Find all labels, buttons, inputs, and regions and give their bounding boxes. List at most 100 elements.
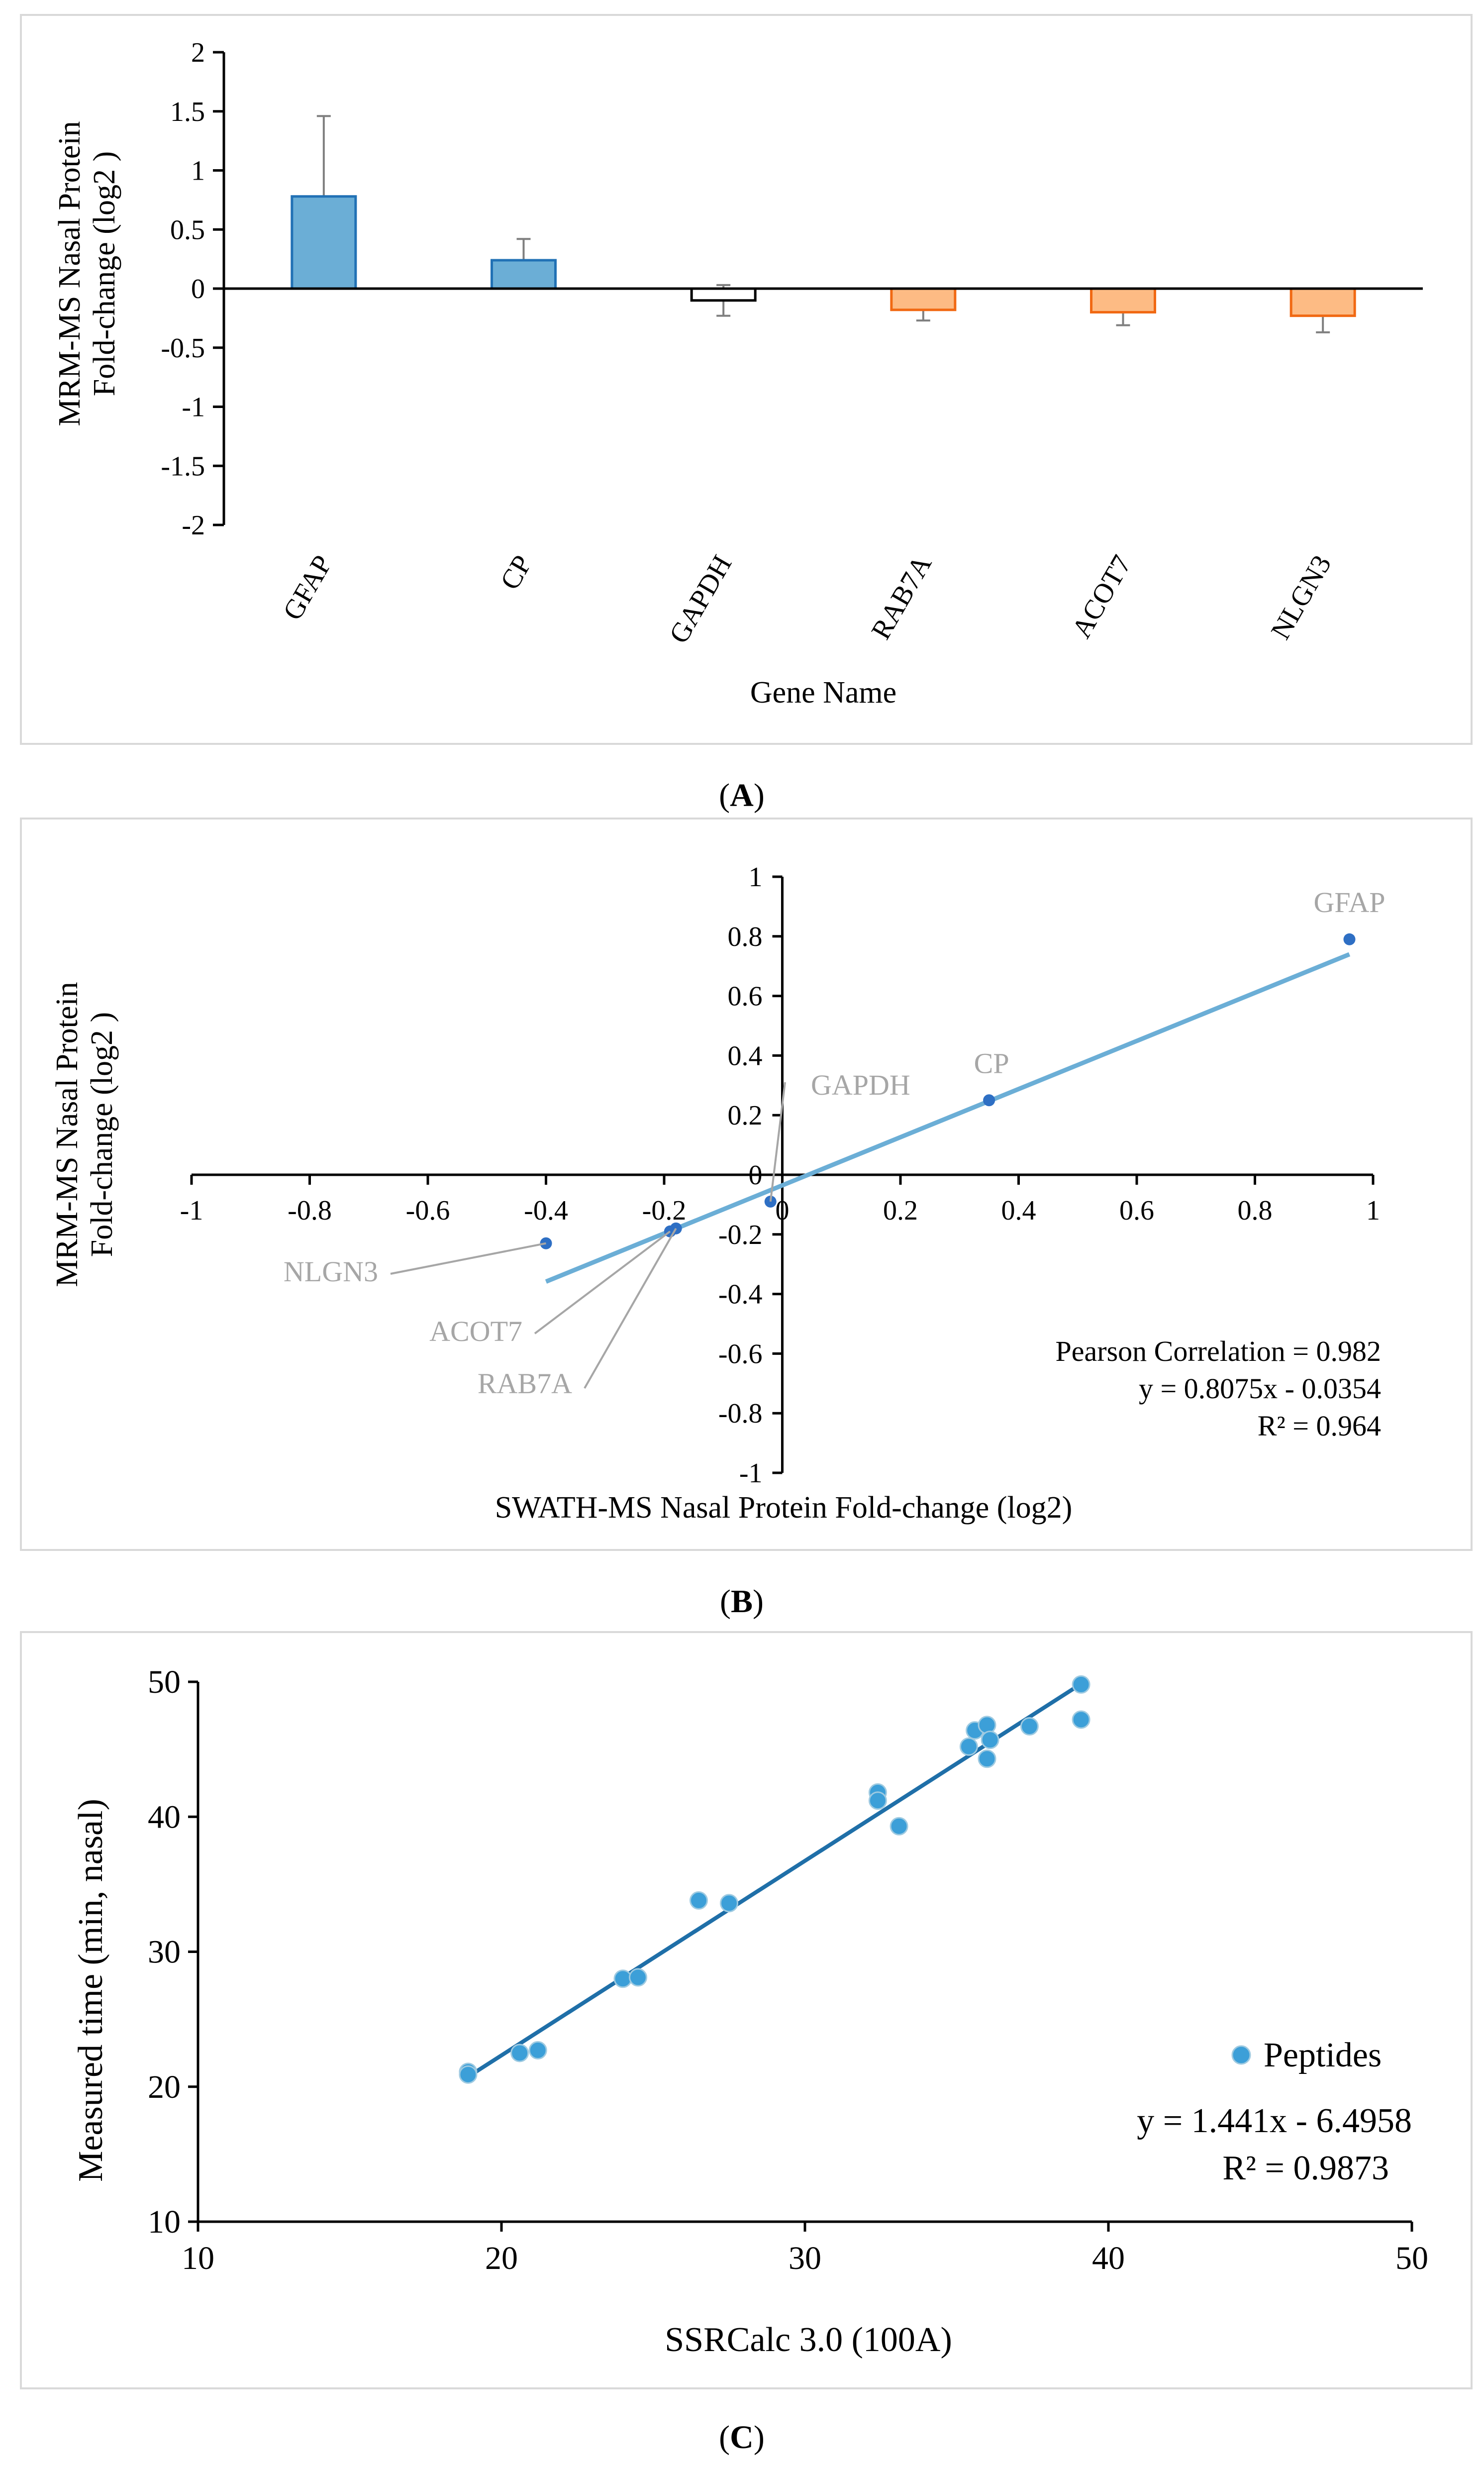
panel-b-y-tick-label: 0.2 <box>728 1100 763 1131</box>
panel-a-y-tick-label: 0.5 <box>170 214 205 245</box>
panel-b-point-gfap <box>1343 933 1356 945</box>
panel-a-bar-acot7 <box>1090 287 1156 313</box>
panel-c-point <box>890 1817 908 1836</box>
panel-c-points <box>459 1675 1090 2084</box>
panel-c-trendline <box>467 1682 1083 2079</box>
panel-b-x-tick-label: 1 <box>1366 1195 1380 1226</box>
panel-c-y-tick-label: 20 <box>148 2069 181 2105</box>
panel-b-x-tick-label: 0.6 <box>1119 1195 1154 1226</box>
panel-b-y-axis-title-line1: MRM-MS Nasal Protein <box>50 982 84 1287</box>
panel-c-label: (C) <box>719 2419 765 2456</box>
panel-b-letter: B <box>731 1583 753 1620</box>
panel-b-label: (B) <box>720 1583 764 1620</box>
panel-b-label-leader <box>584 1228 677 1389</box>
panel-b-x-tick-label: -1 <box>180 1195 203 1226</box>
panel-c-point <box>868 1791 887 1810</box>
panel-c-point <box>981 1731 999 1749</box>
panel-c-r2-annotation: R² = 0.9873 <box>1222 2149 1389 2187</box>
panel-b-y-axis-title: MRM-MS Nasal Protein Fold-change (log2 ) <box>50 982 119 1287</box>
panel-a-bar-gapdh <box>690 287 757 302</box>
panel-b-point-label: GFAP <box>1314 886 1385 919</box>
panel-b-point-label: NLGN3 <box>284 1255 378 1288</box>
panel-c-y-tick-label: 10 <box>148 2204 181 2240</box>
panel-b-x-tick-label: -0.2 <box>642 1195 687 1226</box>
panel-a-bar-chart: MRM-MS Nasal Protein Fold-change (log2 )… <box>20 14 1473 745</box>
panel-a-bar-gfap <box>291 195 357 290</box>
panel-b-label-leader <box>769 1082 786 1202</box>
panel-b-r2-annotation: R² = 0.964 <box>1258 1410 1381 1442</box>
panel-c-y-ticks: 50 40 30 20 10 <box>148 1664 198 2240</box>
panel-b-y-tick-label: -0.6 <box>718 1338 763 1369</box>
panel-c-y-tick-label: 50 <box>148 1664 181 1700</box>
panel-b-x-tick-label: 0 <box>776 1195 790 1226</box>
panel-c-point <box>459 2065 478 2084</box>
panel-b-y-tick-label: 0.4 <box>728 1040 763 1071</box>
panel-b-point-label: RAB7A <box>478 1367 572 1400</box>
panel-b-pearson-annotation: Pearson Correlation = 0.982 <box>1056 1335 1381 1367</box>
panel-c-legend-label: Peptides <box>1264 2036 1382 2074</box>
panel-c-y-tick-label: 40 <box>148 1799 181 1835</box>
panel-b-point-labels: GFAP CP GAPDH RAB7A ACOT7 NLGN3 <box>284 886 1385 1400</box>
panel-b-y-tick-label: 0.6 <box>728 981 763 1012</box>
panel-c-y-axis-title: Measured time (min, nasal) <box>72 1799 110 2182</box>
panel-c-x-tick-label: 40 <box>1092 2240 1125 2276</box>
panel-c-point <box>690 1891 708 1910</box>
panel-c-point <box>510 2044 529 2062</box>
panel-c-point <box>978 1749 996 1768</box>
panel-b-point-label: CP <box>974 1047 1009 1079</box>
panel-b-x-axis-title: SWATH-MS Nasal Protein Fold-change (log2… <box>495 1491 1073 1525</box>
panel-b-y-tick-label: 0.8 <box>728 922 763 952</box>
panel-c-point <box>613 1969 632 1988</box>
panel-a-bar-cp <box>491 259 557 290</box>
panel-a-y-ticks: 2 1.5 1 0.5 0 -0.5 -1 -1.5 -2 <box>161 37 224 541</box>
panel-b-y-axis-title-line2: Fold-change (log2 ) <box>85 1012 119 1257</box>
panel-b-y-tick-label: -0.8 <box>718 1398 763 1429</box>
panel-a-letter: A <box>730 777 754 814</box>
panel-a-y-tick-label: -1 <box>182 392 205 423</box>
panel-a-frame <box>20 14 1473 745</box>
panel-b-y-tick-label: 0 <box>749 1160 763 1191</box>
panel-c-x-tick-label: 30 <box>789 2240 821 2276</box>
panel-b-y-tick-label: -1 <box>739 1458 763 1489</box>
panel-b-scatter-chart: MRM-MS Nasal Protein Fold-change (log2 )… <box>20 818 1473 1551</box>
panel-a-y-tick-label: 1 <box>191 156 205 187</box>
panel-c-x-axis-title: SSRCalc 3.0 (100A) <box>665 2321 952 2359</box>
panel-c-frame <box>20 1631 1473 2389</box>
panel-c-point <box>1020 1717 1039 1736</box>
panel-c-x-tick-label: 20 <box>485 2240 518 2276</box>
panel-c-point <box>959 1737 978 1756</box>
panel-c-point <box>1072 1675 1090 1694</box>
panel-b-label-leader <box>390 1242 546 1275</box>
panel-b-point-label: ACOT7 <box>429 1315 522 1347</box>
panel-b-x-tick-label: -0.6 <box>406 1195 450 1226</box>
panel-a-y-tick-label: 0 <box>191 274 205 305</box>
panel-a-y-axis-title: MRM-MS Nasal Protein Fold-change (log2 ) <box>53 121 121 426</box>
panel-c-point <box>1072 1710 1090 1729</box>
panel-a-y-tick-label: 1.5 <box>170 97 205 127</box>
panel-b-x-tick-label: 0.8 <box>1238 1195 1273 1226</box>
panel-b-point-cp <box>983 1094 995 1107</box>
panel-b-y-tick-label: -0.2 <box>718 1220 763 1250</box>
panel-a-y-tick-label: -1.5 <box>161 451 205 482</box>
panel-b-frame <box>20 818 1473 1551</box>
panel-b-x-tick-label: -0.4 <box>524 1195 568 1226</box>
panel-a-bar-nlgn3 <box>1289 287 1356 317</box>
panel-b-label-leader <box>534 1231 671 1335</box>
panel-c-letter: C <box>730 2419 754 2456</box>
panel-c-legend-marker <box>1231 2045 1251 2065</box>
panel-b-point-label: GAPDH <box>811 1069 910 1101</box>
panel-b-x-tick-label: 0.4 <box>1001 1195 1036 1226</box>
panel-c-point <box>629 1968 647 1987</box>
panel-c-point <box>528 2041 547 2060</box>
panel-a-x-axis-title: Gene Name <box>750 676 896 710</box>
panel-a-y-tick-label: 2 <box>191 37 205 68</box>
panel-c-x-ticks: 10 20 30 40 50 <box>182 2222 1428 2276</box>
panel-b-equation-annotation: y = 0.8075x - 0.0354 <box>1139 1372 1381 1405</box>
panel-a-bar-rab7a <box>890 287 957 311</box>
panel-b-x-tick-label: 0.2 <box>883 1195 918 1226</box>
panel-a-y-axis-title-line2: Fold-change (log2 ) <box>88 151 121 396</box>
panel-a-y-tick-label: -0.5 <box>161 333 205 364</box>
panel-c-equation-annotation: y = 1.441x - 6.4958 <box>1137 2102 1412 2140</box>
panel-c-point <box>720 1894 738 1913</box>
